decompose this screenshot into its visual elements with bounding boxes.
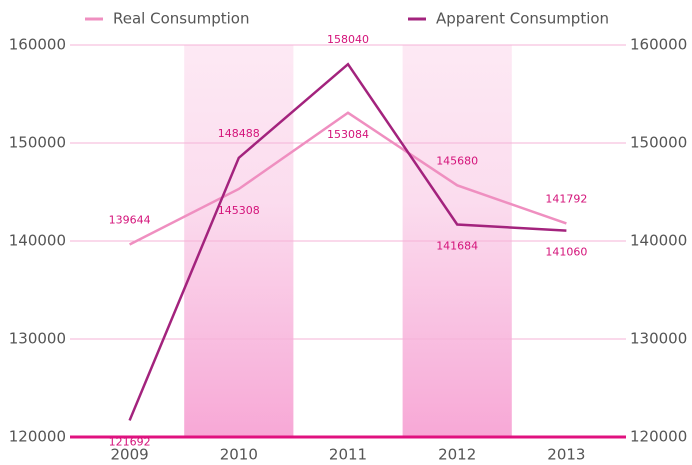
data-label: 158040 bbox=[327, 33, 369, 46]
legend-label: Apparent Consumption bbox=[436, 10, 609, 28]
data-label: 139644 bbox=[109, 213, 151, 226]
y2-tick-label: 160000 bbox=[630, 36, 687, 54]
data-label: 141060 bbox=[545, 246, 587, 259]
y-tick-label: 130000 bbox=[9, 330, 66, 348]
data-label: 141792 bbox=[545, 192, 587, 205]
x-tick-label: 2009 bbox=[111, 446, 149, 464]
y2-tick-label: 130000 bbox=[630, 330, 687, 348]
legend-label: Real Consumption bbox=[113, 10, 249, 28]
data-label: 148488 bbox=[218, 127, 260, 140]
y2-tick-label: 120000 bbox=[630, 428, 687, 446]
data-label: 145308 bbox=[218, 204, 260, 217]
line bbox=[128, 62, 567, 421]
y-tick-label: 160000 bbox=[9, 36, 66, 54]
x-tick-label: 2012 bbox=[438, 446, 476, 464]
y2-tick-label: 140000 bbox=[630, 232, 687, 250]
data-label: 145680 bbox=[436, 154, 478, 167]
y-tick-label: 140000 bbox=[9, 232, 66, 250]
x-tick-label: 2011 bbox=[329, 446, 367, 464]
x-tick-label: 2013 bbox=[547, 446, 585, 464]
data-label: 141684 bbox=[436, 239, 478, 252]
data-label: 121692 bbox=[109, 435, 151, 448]
data-label: 153084 bbox=[327, 128, 369, 141]
line bbox=[129, 111, 567, 246]
x-tick-label: 2010 bbox=[220, 446, 258, 464]
y-tick-label: 120000 bbox=[9, 428, 66, 446]
y-tick-label: 150000 bbox=[9, 134, 66, 152]
y2-tick-label: 150000 bbox=[630, 134, 687, 152]
